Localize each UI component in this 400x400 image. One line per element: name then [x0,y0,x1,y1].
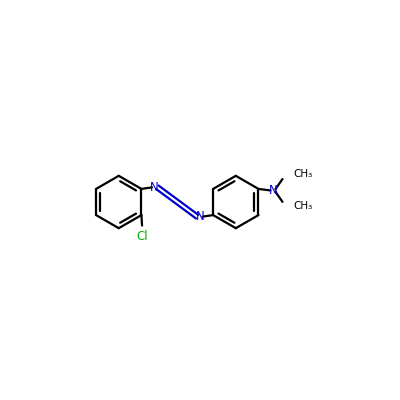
Text: N: N [269,184,278,197]
Text: CH₃: CH₃ [293,170,312,180]
Text: N: N [196,210,204,223]
Text: Cl: Cl [136,230,148,243]
Text: N: N [150,181,159,194]
Text: CH₃: CH₃ [293,202,312,212]
